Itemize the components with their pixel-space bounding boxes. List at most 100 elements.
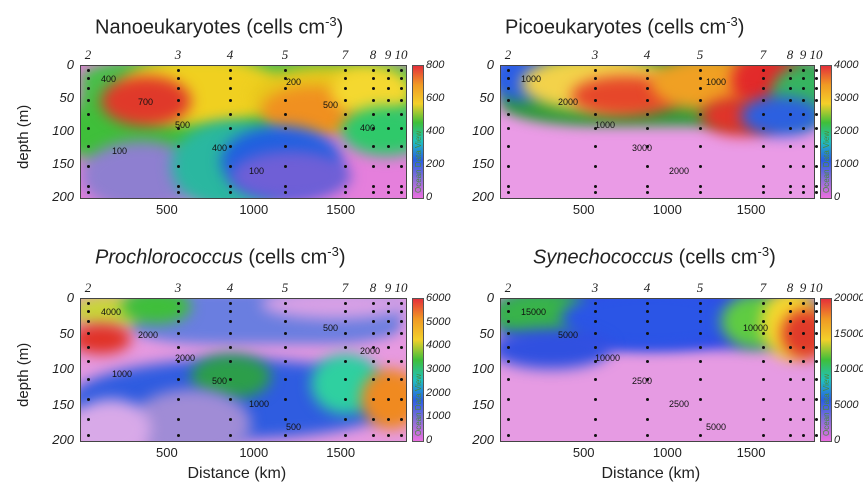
sample-point bbox=[372, 77, 375, 80]
sample-point bbox=[284, 127, 287, 130]
sample-point bbox=[177, 77, 180, 80]
sample-point bbox=[789, 418, 792, 421]
sample-point bbox=[507, 332, 510, 335]
colorbar-tick-label: 15000 bbox=[834, 327, 863, 340]
sample-point bbox=[802, 434, 805, 437]
sample-point bbox=[284, 332, 287, 335]
sample-point bbox=[594, 185, 597, 188]
x-tick-label: 500 bbox=[156, 202, 178, 217]
colorbar-tick-label: 800 bbox=[426, 59, 445, 71]
sample-point bbox=[344, 145, 347, 148]
sample-point bbox=[400, 418, 403, 421]
y-tick-label: 200 bbox=[472, 432, 494, 447]
station-label: 2 bbox=[504, 280, 512, 295]
sample-point bbox=[229, 332, 232, 335]
sample-point bbox=[400, 320, 403, 323]
sample-point bbox=[400, 332, 403, 335]
sample-point bbox=[594, 398, 597, 401]
sample-point bbox=[507, 310, 510, 313]
sample-point bbox=[400, 346, 403, 349]
sample-point bbox=[372, 360, 375, 363]
sample-point bbox=[400, 398, 403, 401]
sample-point bbox=[762, 418, 765, 421]
sample-point bbox=[594, 346, 597, 349]
colorbar bbox=[412, 298, 424, 442]
sample-point bbox=[789, 378, 792, 381]
sample-point bbox=[646, 320, 649, 323]
station-label: 9 bbox=[384, 280, 392, 295]
y-axis-label: depth (m) bbox=[15, 104, 32, 169]
heatmap-region bbox=[101, 76, 191, 126]
sample-point bbox=[815, 418, 818, 421]
sample-point bbox=[594, 360, 597, 363]
station-label: 2 bbox=[504, 47, 512, 62]
contour-label: 500 bbox=[212, 376, 228, 386]
station-label: 2 bbox=[84, 280, 92, 295]
panel-title: Synechococcus (cells cm-3) bbox=[533, 244, 776, 270]
sample-point bbox=[802, 320, 805, 323]
sample-point bbox=[387, 127, 390, 130]
sample-point bbox=[762, 332, 765, 335]
sample-point bbox=[699, 87, 702, 90]
sample-point bbox=[344, 398, 347, 401]
colorbar-tick-label: 5000 bbox=[834, 398, 859, 411]
heatmap-region bbox=[131, 389, 251, 441]
sample-point bbox=[344, 332, 347, 335]
heatmap-region bbox=[81, 324, 131, 354]
sample-point bbox=[372, 145, 375, 148]
sample-point bbox=[646, 332, 649, 335]
sample-point bbox=[507, 320, 510, 323]
sample-point bbox=[400, 360, 403, 363]
title-superscript: -3 bbox=[327, 244, 339, 259]
contour-label: 5000 bbox=[706, 422, 727, 432]
sample-point bbox=[789, 320, 792, 323]
sample-point bbox=[802, 310, 805, 313]
sample-point bbox=[344, 418, 347, 421]
sample-point bbox=[372, 191, 375, 194]
contour-label: 2500 bbox=[669, 399, 690, 409]
contour-label: 400 bbox=[212, 143, 228, 153]
contour-label: 5000 bbox=[558, 330, 579, 340]
colorbar bbox=[820, 298, 832, 442]
sample-point bbox=[387, 418, 390, 421]
contour-label: 1000 bbox=[706, 77, 727, 87]
station-label: 4 bbox=[643, 280, 651, 295]
sample-point bbox=[400, 87, 403, 90]
sample-point bbox=[177, 127, 180, 130]
sample-point bbox=[646, 113, 649, 116]
sample-point bbox=[594, 127, 597, 130]
y-tick-label: 100 bbox=[472, 123, 494, 138]
sample-point bbox=[594, 191, 597, 194]
station-label: 4 bbox=[226, 47, 234, 62]
sample-point bbox=[284, 69, 287, 72]
sample-point bbox=[372, 398, 375, 401]
colorbar-tick-label: 3000 bbox=[426, 363, 451, 375]
sample-point bbox=[400, 113, 403, 116]
sample-point bbox=[372, 127, 375, 130]
sample-point bbox=[344, 77, 347, 80]
sample-point bbox=[177, 113, 180, 116]
colorbar-tick-label: 0 bbox=[426, 191, 433, 203]
sample-point bbox=[699, 332, 702, 335]
title-species: Synechococcus bbox=[533, 246, 674, 269]
contour-label: 2000 bbox=[669, 166, 690, 176]
sample-point bbox=[646, 360, 649, 363]
sample-point bbox=[699, 398, 702, 401]
y-tick-label: 0 bbox=[66, 57, 74, 72]
sample-point bbox=[87, 418, 90, 421]
sample-point bbox=[284, 87, 287, 90]
sample-point bbox=[400, 378, 403, 381]
contour-label: 15000 bbox=[521, 307, 547, 317]
sample-point bbox=[802, 332, 805, 335]
contour-label: 1000 bbox=[112, 369, 133, 379]
sample-point bbox=[699, 360, 702, 363]
sample-point bbox=[87, 378, 90, 381]
sample-point bbox=[699, 127, 702, 130]
sample-point bbox=[344, 87, 347, 90]
sample-point bbox=[646, 127, 649, 130]
sample-point bbox=[699, 320, 702, 323]
sample-point bbox=[229, 360, 232, 363]
x-tick-label: 1000 bbox=[652, 445, 682, 460]
sample-point bbox=[646, 434, 649, 437]
sample-point bbox=[646, 310, 649, 313]
